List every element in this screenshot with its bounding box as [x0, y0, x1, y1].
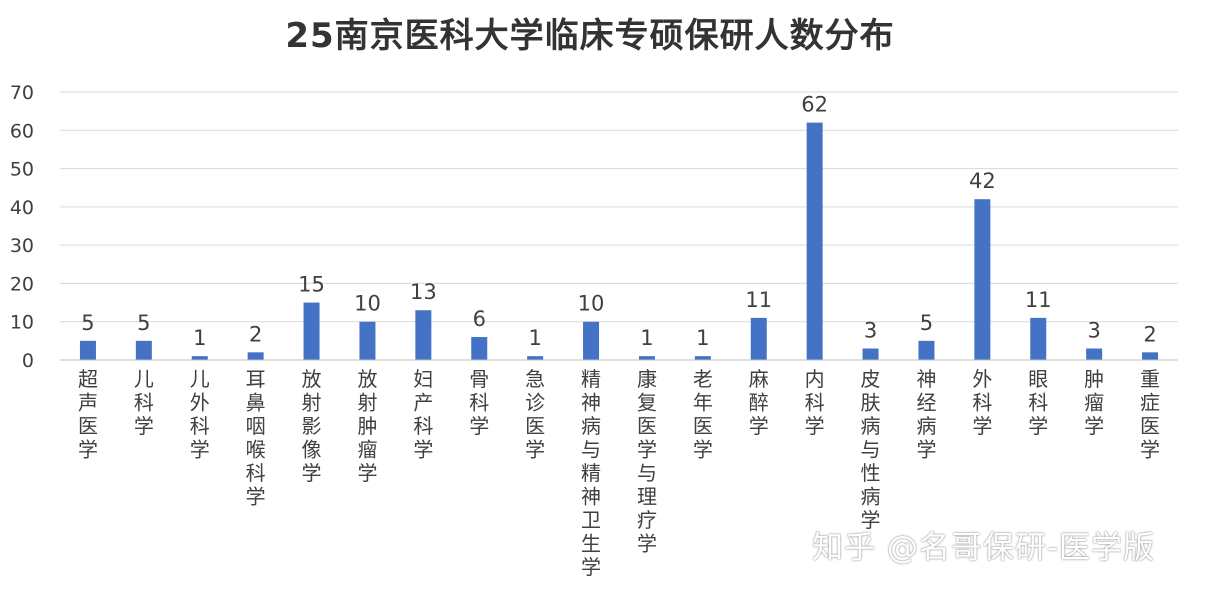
data-label: 2	[249, 322, 262, 346]
data-label: 1	[528, 326, 541, 350]
data-label: 3	[864, 319, 877, 343]
data-label: 10	[354, 292, 381, 316]
bar	[135, 340, 152, 360]
data-label: 62	[801, 93, 828, 117]
bar	[806, 122, 823, 360]
x-tick-label: 重症医学	[1140, 367, 1160, 462]
x-tick-label: 眼科学	[1028, 367, 1048, 438]
data-label: 5	[81, 311, 94, 335]
x-tick-label: 神经病学	[916, 367, 936, 462]
data-label: 1	[640, 326, 653, 350]
x-tick-label: 老年医学	[693, 367, 713, 462]
data-label: 11	[1025, 288, 1052, 312]
bar	[1030, 317, 1047, 360]
x-tick-label: 内科学	[805, 367, 825, 438]
data-label: 1	[696, 326, 709, 350]
x-tick-label: 耳鼻咽喉科学	[246, 367, 266, 509]
bar	[918, 340, 935, 360]
bar	[247, 352, 264, 360]
x-tick-label: 精神病与精神卫生学	[581, 367, 601, 579]
data-label: 1	[193, 326, 206, 350]
data-label: 3	[1087, 319, 1100, 343]
bar	[415, 310, 432, 360]
y-tick-label: 0	[22, 350, 34, 372]
data-label: 15	[298, 273, 325, 297]
data-label: 10	[578, 292, 605, 316]
bar	[862, 348, 879, 360]
bar	[471, 337, 488, 360]
x-tick-label: 肿瘤学	[1084, 367, 1104, 438]
data-label: 42	[969, 169, 996, 193]
x-tick-label: 妇产科学	[413, 367, 433, 462]
y-tick-label: 50	[10, 159, 34, 181]
bar	[694, 356, 711, 360]
x-tick-label: 儿外科学	[190, 367, 210, 462]
watermark-text: 知乎 @名哥保研-医学版	[812, 530, 1156, 566]
data-label: 5	[920, 311, 933, 335]
data-label: 11	[745, 288, 772, 312]
bar	[527, 356, 544, 360]
bar	[1086, 348, 1103, 360]
x-tick-label: 外科学	[972, 367, 992, 438]
bar	[638, 356, 655, 360]
y-tick-label: 20	[10, 273, 34, 295]
bar	[1142, 352, 1159, 360]
data-label: 2	[1143, 322, 1156, 346]
x-tick-label: 放射肿瘤学	[357, 367, 377, 485]
x-tick-label: 康复医学与理疗学	[637, 367, 657, 556]
bar	[79, 340, 96, 360]
data-label: 13	[410, 280, 437, 304]
y-tick-label: 40	[10, 197, 34, 219]
bar	[359, 321, 376, 360]
x-tick-label: 皮肤病与性病学	[861, 367, 881, 532]
y-tick-label: 70	[10, 82, 34, 104]
bar	[191, 356, 208, 360]
data-label: 6	[473, 307, 486, 331]
x-tick-label: 麻醉学	[749, 367, 769, 438]
y-tick-label: 60	[10, 120, 34, 142]
bar	[750, 317, 767, 360]
x-tick-label: 儿科学	[134, 367, 154, 438]
x-tick-label: 骨科学	[469, 367, 489, 438]
y-tick-label: 10	[10, 312, 34, 334]
data-label: 5	[137, 311, 150, 335]
chart-title: 25南京医科大学临床专硕保研人数分布	[285, 16, 895, 56]
x-tick-label: 急诊医学	[525, 367, 545, 462]
x-tick-label: 放射影像学	[302, 367, 322, 485]
bar	[974, 199, 991, 360]
y-tick-label: 30	[10, 235, 34, 257]
bar	[583, 321, 600, 360]
bar	[303, 302, 320, 360]
x-tick-label: 超声医学	[78, 367, 98, 462]
